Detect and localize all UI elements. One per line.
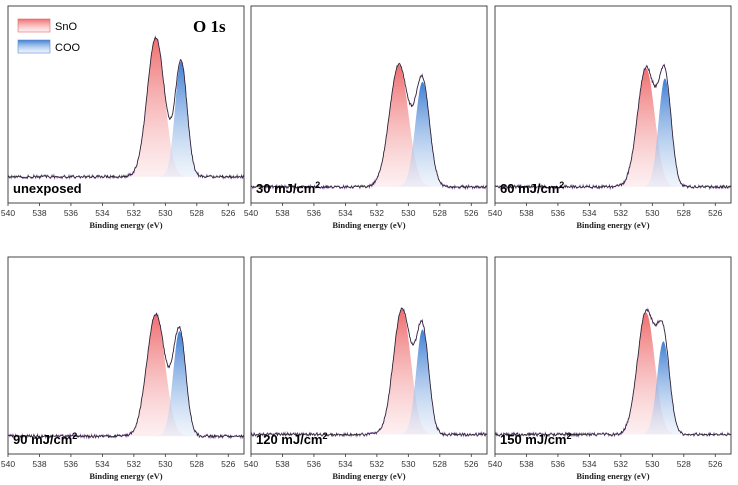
fit-envelope <box>494 309 732 437</box>
fit-envelope <box>250 63 488 189</box>
x-tick-label: 534 <box>95 208 109 218</box>
x-tick-label: 532 <box>614 459 628 469</box>
x-tick-label: 540 <box>244 208 258 218</box>
x-tick-label: 528 <box>190 459 204 469</box>
panel-frame <box>494 256 732 455</box>
x-tick-label: 534 <box>338 459 352 469</box>
x-tick-label: 532 <box>127 459 141 469</box>
coo-peak <box>8 61 244 177</box>
fit-envelope <box>7 36 244 179</box>
coo-peak <box>8 331 244 437</box>
x-tick-label: 532 <box>614 208 628 218</box>
x-tick-label: 530 <box>645 208 659 218</box>
x-tick-label: 536 <box>551 208 565 218</box>
x-tick-label: 534 <box>95 459 109 469</box>
x-tick-label: 528 <box>433 208 447 218</box>
xps-panel: 30 mJ/cm2 540 538 536 534 532 530 528 526 Binding… <box>244 5 488 230</box>
x-tick-label: 536 <box>64 208 78 218</box>
x-tick-label: 530 <box>158 459 172 469</box>
fit-envelope <box>494 64 732 189</box>
x-tick-label: 538 <box>32 459 46 469</box>
condition-label: 120 mJ/cm2 <box>256 431 328 447</box>
legend-label-sno: SnO <box>55 21 77 33</box>
x-tick-label: 538 <box>275 459 289 469</box>
x-tick-label: 536 <box>307 208 321 218</box>
x-tick-label: 532 <box>370 459 384 469</box>
condition-label: 60 mJ/cm2 <box>500 180 564 196</box>
x-tick-label: 530 <box>158 208 172 218</box>
x-tick-label: 526 <box>221 459 235 469</box>
xps-panel: 120 mJ/cm2 540 538 536 534 532 530 528 526 Bindin… <box>244 256 488 481</box>
x-tick-label: 538 <box>519 459 533 469</box>
x-axis-label: Binding energy (eV) <box>576 220 649 230</box>
x-tick-label: 536 <box>64 459 78 469</box>
legend-label-coo: COO <box>55 42 81 54</box>
x-tick-label: 534 <box>338 208 352 218</box>
panel-frame <box>7 256 245 455</box>
x-axis-label: Binding energy (eV) <box>89 220 162 230</box>
x-tick-label: 534 <box>582 208 596 218</box>
x-tick-label: 530 <box>645 459 659 469</box>
condition-label: unexposed <box>13 181 82 196</box>
chart-title: O 1s <box>193 17 226 36</box>
panel-frame <box>250 256 488 455</box>
xps-panel: unexposed 540 538 536 534 532 530 528 526 Binding… <box>1 5 245 230</box>
coo-peak <box>251 329 487 435</box>
coo-peak <box>251 81 487 187</box>
x-axis-label: Binding energy (eV) <box>332 471 405 481</box>
x-tick-label: 536 <box>551 459 565 469</box>
x-tick-label: 536 <box>307 459 321 469</box>
condition-label: 150 mJ/cm2 <box>500 431 572 447</box>
xps-panel: 60 mJ/cm2 540 538 536 534 532 530 528 526 Binding… <box>488 5 732 230</box>
x-axis-label: Binding energy (eV) <box>89 471 162 481</box>
x-tick-label: 526 <box>221 208 235 218</box>
x-tick-label: 528 <box>677 459 691 469</box>
x-tick-label: 526 <box>708 208 722 218</box>
x-tick-label: 540 <box>1 459 15 469</box>
xps-panel: 150 mJ/cm2 540 538 536 534 532 530 528 526 Bindin… <box>488 256 732 481</box>
x-tick-label: 532 <box>370 208 384 218</box>
x-tick-label: 528 <box>677 208 691 218</box>
x-axis-label: Binding energy (eV) <box>332 220 405 230</box>
legend-swatch-sno <box>17 18 51 33</box>
condition-label: 30 mJ/cm2 <box>256 180 320 196</box>
legend-swatch-coo <box>17 39 51 54</box>
panel-frame <box>7 5 245 204</box>
xps-panel: 90 mJ/cm2 540 538 536 534 532 530 528 526 Binding… <box>1 256 245 481</box>
x-tick-label: 534 <box>582 459 596 469</box>
x-tick-label: 538 <box>275 208 289 218</box>
x-tick-label: 538 <box>519 208 533 218</box>
coo-peak <box>495 341 731 435</box>
condition-label: 90 mJ/cm2 <box>13 431 77 447</box>
x-tick-label: 540 <box>1 208 15 218</box>
x-tick-label: 540 <box>488 208 502 218</box>
x-tick-label: 526 <box>464 208 478 218</box>
x-tick-label: 528 <box>433 459 447 469</box>
x-tick-label: 538 <box>32 208 46 218</box>
x-tick-label: 540 <box>244 459 258 469</box>
x-tick-label: 530 <box>401 459 415 469</box>
x-tick-label: 526 <box>464 459 478 469</box>
x-axis-label: Binding energy (eV) <box>576 471 649 481</box>
panel-frame <box>494 5 732 204</box>
x-tick-label: 528 <box>190 208 204 218</box>
legend: SnO COO <box>17 18 81 54</box>
coo-peak <box>495 78 731 187</box>
panel-frame <box>250 5 488 204</box>
x-tick-label: 540 <box>488 459 502 469</box>
x-tick-label: 532 <box>127 208 141 218</box>
x-tick-label: 526 <box>708 459 722 469</box>
x-tick-label: 530 <box>401 208 415 218</box>
fit-envelope <box>7 312 245 439</box>
fit-envelope <box>250 307 488 437</box>
